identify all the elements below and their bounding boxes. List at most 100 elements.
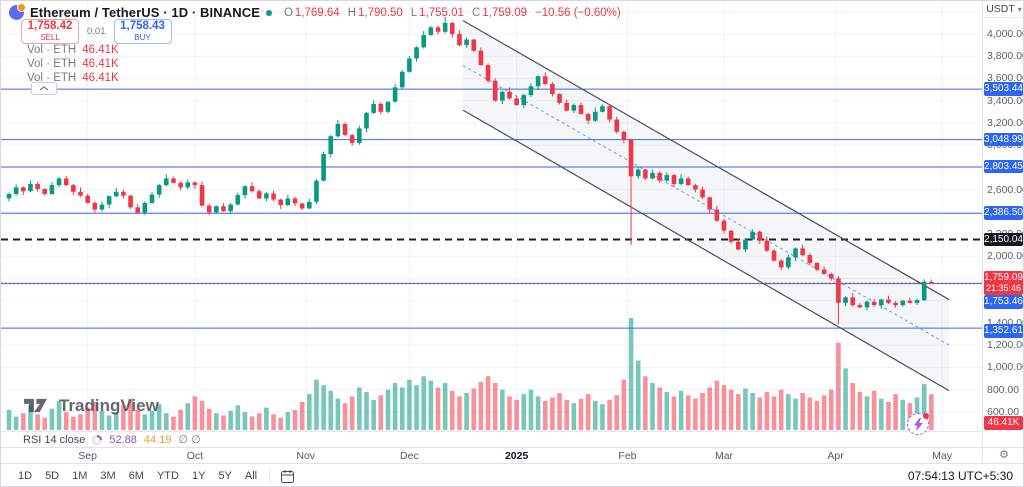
candle-body — [128, 195, 133, 208]
candle-body — [771, 250, 777, 261]
range-button-3m[interactable]: 3M — [100, 470, 116, 482]
candle-body — [56, 178, 62, 186]
candle-body — [671, 175, 677, 184]
candle-body — [750, 231, 755, 240]
price-level-label: 3,048.99 — [984, 132, 1023, 147]
candle-body — [178, 182, 183, 188]
candle-body — [271, 193, 276, 200]
volume-bar — [557, 393, 562, 430]
volume-bar — [399, 387, 405, 430]
volume-bar — [307, 394, 312, 430]
volume-bar — [828, 389, 834, 430]
candle-body — [342, 124, 348, 136]
volume-bar — [921, 384, 927, 430]
volume-bar — [42, 417, 48, 430]
candles-layer — [6, 16, 934, 325]
candle-body — [621, 131, 627, 140]
trade-buttons: 1,758.42 SELL 0.01 1,758.43 BUY — [21, 19, 172, 44]
candle-body — [307, 201, 312, 209]
volume-bar — [564, 399, 569, 430]
symbol-legend[interactable]: Ethereum / TetherUS · 1D · BINANCE O 1,76… — [9, 3, 621, 20]
candle-body — [564, 102, 569, 111]
range-button-5y[interactable]: 5Y — [218, 470, 232, 482]
chart-canvas[interactable] — [1, 1, 982, 431]
go-to-date-button[interactable] — [277, 468, 298, 485]
volume-bar — [321, 385, 326, 430]
volume-bar — [886, 402, 891, 430]
candle-body — [407, 58, 412, 72]
volume-bar — [929, 394, 934, 430]
rsi-pane-header[interactable]: RSI 14 close 52.88 44.19 ∅ ∅ — [1, 431, 982, 447]
candle-body — [836, 278, 841, 303]
candle-body — [85, 195, 90, 203]
candle-body — [285, 198, 291, 206]
price-level-label: 1,753.46 — [984, 295, 1023, 309]
range-button-6m[interactable]: 6M — [128, 470, 144, 482]
buy-button[interactable]: 1,758.43 BUY — [113, 19, 172, 44]
close-value: 1,759.09 — [482, 6, 528, 19]
candle-body — [421, 35, 426, 48]
currency-dropdown[interactable]: USDT ▾ — [983, 1, 1023, 18]
candle-body — [471, 39, 477, 51]
range-button-1d[interactable]: 1D — [18, 470, 33, 482]
boost-icon[interactable] — [907, 413, 929, 435]
volume-bar — [836, 342, 841, 430]
candle-body — [857, 305, 863, 308]
month-label-mar: Mar — [714, 450, 734, 462]
volume-bar — [843, 368, 848, 430]
volume-bar — [149, 410, 155, 430]
market-status-icon — [265, 9, 272, 16]
candle-body — [685, 178, 691, 186]
candle-body — [256, 191, 262, 199]
channel-lower-line — [462, 109, 950, 392]
collapse-pane-button[interactable] — [31, 82, 57, 95]
volume-bar — [685, 395, 691, 430]
candle-body — [235, 195, 241, 205]
channel-upper-line — [462, 20, 950, 301]
vol-label: Vol · ETH — [27, 72, 77, 84]
volume-bar — [871, 390, 877, 430]
vol-value: 46.41K — [82, 72, 119, 84]
vol-indicator-row[interactable]: Vol · ETH 46.41K — [27, 57, 119, 71]
candle-body — [914, 300, 920, 303]
volume-bar — [821, 395, 827, 430]
volume-bar — [371, 399, 376, 430]
volume-bar — [99, 410, 105, 430]
gear-icon[interactable]: ⚙ — [999, 449, 1009, 461]
sell-button[interactable]: 1,758.42 SELL — [21, 19, 79, 44]
price-axis[interactable]: USDT ▾ 600.00 800.00 1,000.00 1,200.00 1,400… — [982, 1, 1024, 447]
range-button-all[interactable]: All — [244, 470, 258, 482]
range-button-5d[interactable]: 5D — [45, 470, 60, 482]
volume-bar — [507, 396, 512, 430]
range-button-1y[interactable]: 1Y — [191, 470, 206, 482]
candle-body — [664, 175, 670, 181]
calendar-icon — [281, 469, 295, 483]
volume-bar — [56, 400, 62, 430]
volume-bar — [256, 413, 262, 430]
sell-label: SELL — [40, 32, 60, 42]
candle-body — [335, 124, 341, 137]
chevron-up-icon — [39, 86, 49, 91]
clock: 07:54:13 UTC+5:30 — [907, 469, 1013, 483]
candle-body — [743, 239, 748, 250]
rsi-empty-values: ∅ ∅ — [178, 434, 201, 446]
volume-bar — [314, 379, 319, 430]
volume-bar — [800, 393, 805, 430]
volume-bar — [700, 393, 705, 430]
chevron-down-icon: ▾ — [1017, 4, 1022, 14]
volume-bar — [407, 379, 412, 430]
volume-indicator-rows: Vol · ETH 46.41K Vol · ETH 46.41K Vol · ETH 4… — [27, 43, 119, 85]
price-tick: 1,000.00 — [987, 361, 1024, 374]
volume-bar — [492, 382, 498, 430]
volume-bar — [35, 414, 40, 430]
volume-bar — [328, 390, 334, 430]
volume-bar — [335, 398, 341, 430]
candle-body — [13, 187, 19, 194]
time-axis[interactable]: Sep Oct Nov Dec 2025 Feb Mar Apr May — [1, 447, 982, 463]
vol-indicator-row[interactable]: Vol · ETH 46.41K — [27, 43, 119, 57]
vol-indicator-row[interactable]: Vol · ETH 46.41K — [27, 71, 119, 85]
candle-body — [700, 189, 705, 198]
range-button-1m[interactable]: 1M — [72, 470, 88, 482]
price-tick: 3,200.00 — [987, 116, 1024, 129]
range-button-ytd[interactable]: YTD — [156, 470, 179, 482]
